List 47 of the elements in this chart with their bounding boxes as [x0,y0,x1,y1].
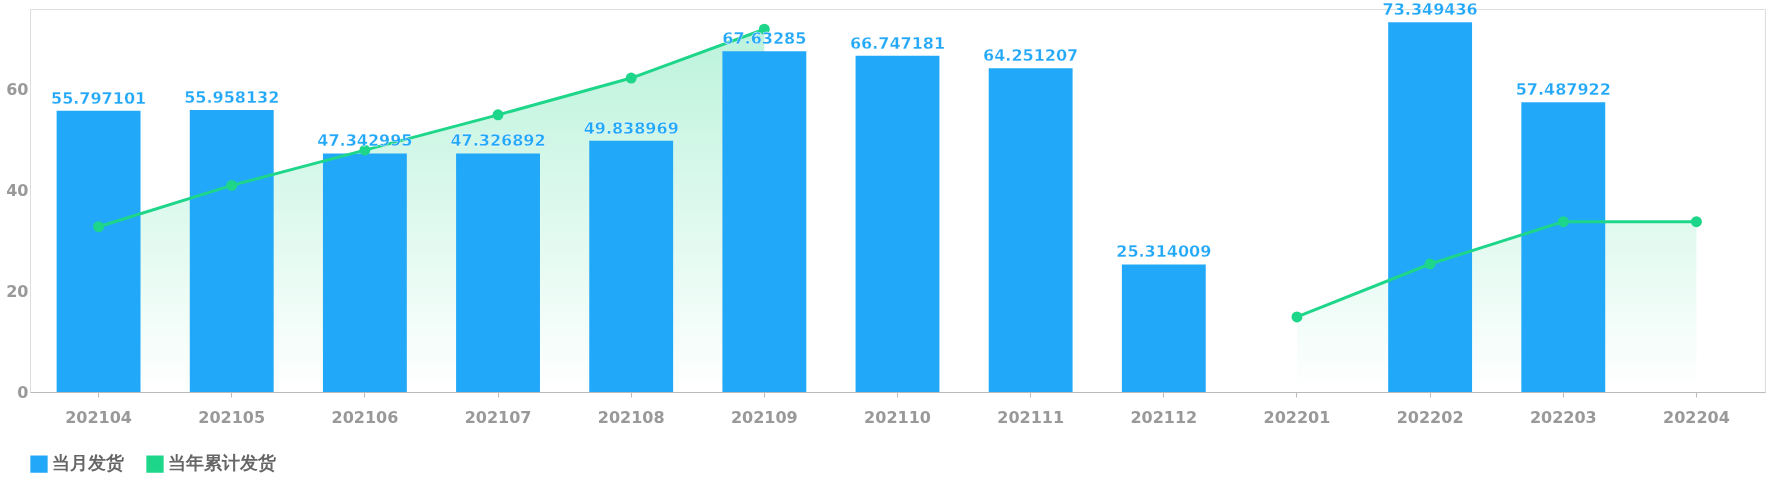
data-label: 66.747181 [849,33,946,53]
bar [322,153,407,392]
bar [1521,102,1606,392]
x-tick-label: 202203 [1529,407,1597,427]
x-tick-label: 202109 [730,407,798,427]
x-tick-label: 202105 [198,407,266,427]
point [1424,258,1436,270]
x-tick-label: 202104 [65,407,132,427]
x-tick-label: 202202 [1396,407,1464,427]
point [625,72,637,84]
bar [1388,22,1473,392]
bar [722,51,807,392]
x-tick-label: 202107 [464,407,532,427]
x-tick-label: 202110 [864,407,931,427]
data-label: 55.797101 [51,88,147,108]
y-tick-label: 20 [6,281,29,301]
y-tick-label: 60 [6,80,29,100]
legend-label: 当年累计发货 [168,452,277,474]
legend-label: 当月发货 [52,452,125,474]
y-tick-label: 40 [6,180,29,200]
bar [456,153,540,392]
data-label: 57.487922 [1515,80,1611,100]
bar [1121,264,1206,392]
data-label: 55.958132 [184,88,280,107]
data-label: 25.314009 [1116,242,1212,262]
x-tick-label: 202106 [331,407,399,427]
bar [56,110,141,392]
y-tick-label: 0 [17,382,29,402]
data-label: 64.251207 [983,46,1079,66]
point [492,109,504,121]
x-tick-label: 202112 [1130,407,1198,427]
data-label: 49.838969 [583,118,679,138]
bar [855,55,940,392]
point [226,179,238,191]
bar [589,140,674,392]
x-tick-label: 202108 [597,407,665,427]
bar [988,68,1073,392]
x-tick-label: 202204 [1663,407,1730,427]
point [1557,216,1569,228]
x-tick-label: 202201 [1263,407,1331,427]
data-label: 47.326892 [450,131,546,151]
point [1690,216,1702,228]
point [1291,311,1303,323]
bar [189,110,274,392]
data-label: 73.349436 [1382,0,1478,20]
x-tick-label: 202111 [997,407,1065,427]
point [93,221,105,233]
